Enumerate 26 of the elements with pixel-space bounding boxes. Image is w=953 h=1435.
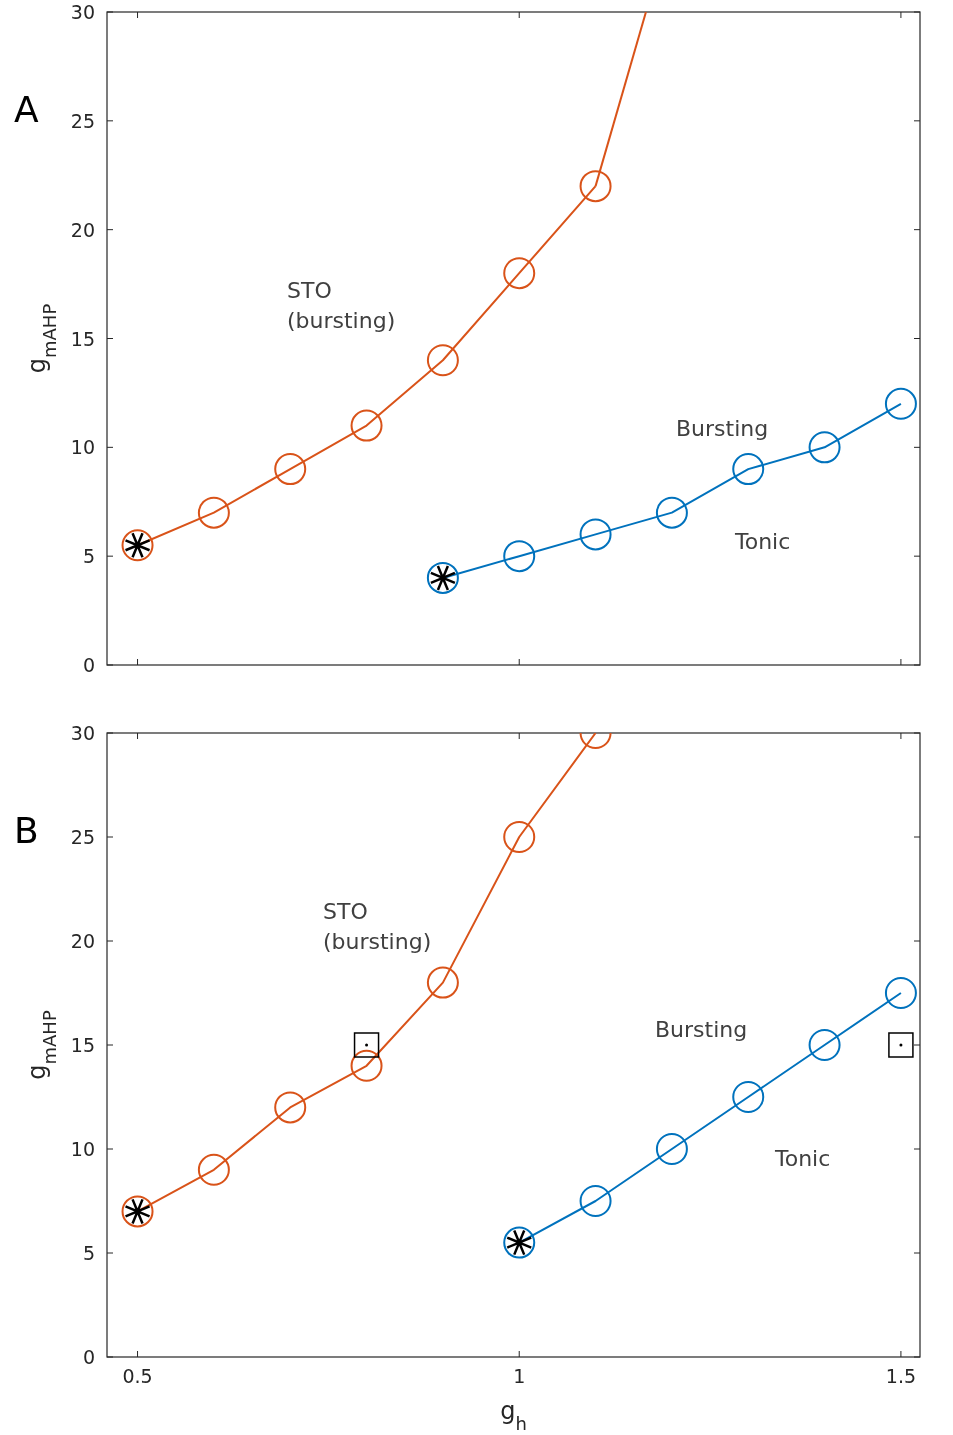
y-tick-label: 5 bbox=[82, 1242, 95, 1264]
y-tick-label: 25 bbox=[70, 826, 95, 848]
y-tick-label: 20 bbox=[70, 930, 95, 952]
y-tick-label: 10 bbox=[70, 1138, 95, 1160]
x-axis-title: g$_{h}$ bbox=[500, 1397, 527, 1434]
y-tick-label: 30 bbox=[70, 1, 95, 23]
y-tick-label: 0 bbox=[82, 1346, 95, 1368]
y-tick-label: 0 bbox=[82, 654, 95, 676]
y-tick-label: 25 bbox=[70, 109, 95, 132]
annotation: Bursting bbox=[655, 1016, 748, 1042]
text: A bbox=[14, 89, 39, 130]
x-tick-label: 1.5 bbox=[885, 1365, 917, 1387]
y-tick-label: 30 bbox=[70, 722, 95, 744]
y-tick-label: 15 bbox=[70, 327, 95, 350]
annotation: STO (bursting) bbox=[287, 277, 396, 333]
text: B bbox=[14, 810, 39, 851]
annotation: STO (bursting) bbox=[323, 898, 432, 954]
annotation: Tonic bbox=[734, 528, 791, 554]
y-tick-label: 15 bbox=[70, 1034, 95, 1056]
y-tick-label: 10 bbox=[70, 436, 95, 459]
x-tick-label: 1 bbox=[513, 1365, 526, 1387]
y-tick-label: 5 bbox=[82, 545, 95, 568]
annotation: Bursting bbox=[676, 415, 769, 441]
annotation: Tonic bbox=[774, 1145, 831, 1171]
x-tick-label: 0.5 bbox=[122, 1365, 153, 1387]
y-tick-label: 20 bbox=[70, 218, 95, 241]
